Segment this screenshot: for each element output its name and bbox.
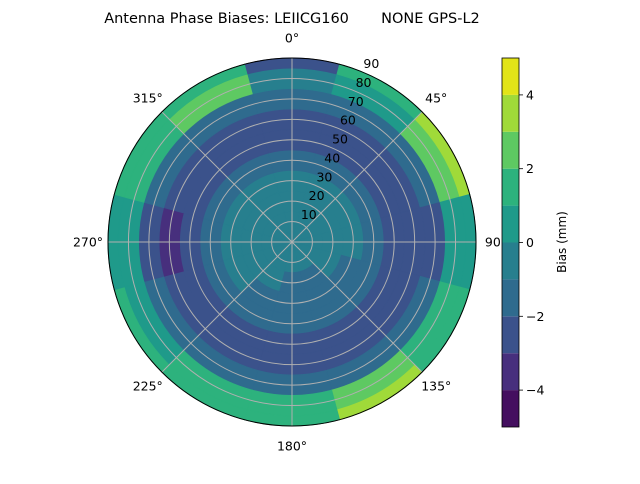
- colorbar-tick-label: 4: [526, 87, 534, 102]
- angle-tick-label: 0°: [285, 31, 299, 46]
- angle-tick-label: 270°: [73, 235, 103, 250]
- radial-tick-label: 30: [316, 169, 332, 184]
- angle-tick-label: 225°: [133, 379, 163, 394]
- radial-tick-label: 60: [340, 113, 356, 128]
- colorbar-band: [502, 168, 519, 206]
- radial-tick-label: 40: [324, 150, 340, 165]
- colorbar-band: [502, 94, 519, 132]
- colorbar-band: [502, 353, 519, 391]
- colorbar-band: [502, 279, 519, 317]
- colorbar-tick-label: −4: [526, 383, 544, 398]
- colorbar-tick-label: 0: [526, 235, 534, 250]
- colorbar-band: [502, 58, 519, 95]
- radial-tick-label: 80: [356, 75, 372, 90]
- angular-gridline: [161, 111, 293, 243]
- angle-tick-label: 315°: [133, 90, 163, 105]
- colorbar-band: [502, 131, 519, 169]
- angular-gridline: [291, 111, 423, 243]
- radial-tick-label: 90: [363, 56, 379, 71]
- radial-tick-label: 50: [332, 132, 348, 147]
- colorbar-band: [502, 205, 519, 243]
- angular-gridline: [291, 241, 423, 373]
- polar-grid: [108, 58, 476, 426]
- colorbar-band: [502, 316, 519, 354]
- colorbar-label: Bias (mm): [555, 211, 569, 273]
- chart-title: Antenna Phase Biases: LEIICG160 NONE GPS…: [104, 11, 480, 27]
- colorbar-band: [502, 242, 519, 280]
- polar-frame: [107, 57, 477, 427]
- angular-gridline: [161, 241, 293, 373]
- colorbar-tick-label: 2: [526, 161, 534, 176]
- colorbar: −4 −2 0 2 4: [501, 57, 544, 428]
- angle-tick-label: 180°: [277, 439, 307, 454]
- angle-tick-label: 45°: [425, 90, 447, 105]
- radial-tick-labels: 10 20 30 40 50 60 70 80 90: [301, 56, 380, 222]
- colorbar-tick-label: −2: [526, 309, 544, 324]
- angle-tick-label: 90°: [485, 235, 507, 250]
- colorbar-band: [502, 390, 519, 427]
- radial-tick-label: 70: [348, 94, 364, 109]
- angle-tick-label: 135°: [421, 379, 451, 394]
- angle-tick-labels: 0° 45° 90° 135° 180° 225° 270° 315°: [73, 31, 507, 454]
- radial-tick-label: 10: [301, 207, 317, 222]
- radial-tick-label: 20: [309, 188, 325, 203]
